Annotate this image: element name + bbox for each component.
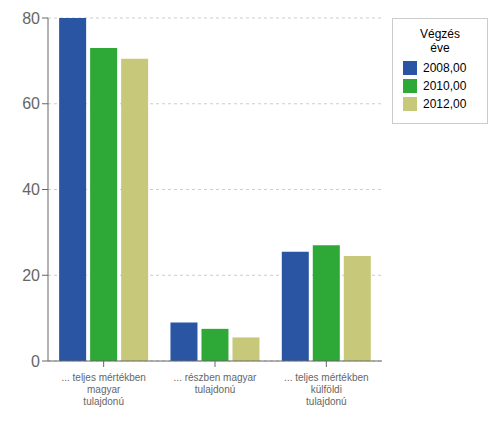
svg-text:40: 40: [22, 181, 40, 198]
svg-text:20: 20: [22, 267, 40, 284]
html-text:2008,00: 2008,00: [423, 61, 467, 75]
svg-text:0: 0: [31, 353, 40, 370]
html-text:2012,00: 2012,00: [423, 97, 467, 111]
svg-text:80: 80: [22, 10, 40, 27]
svg-text:60: 60: [22, 95, 40, 112]
svg-text:... részben magyartulajdonú: ... részben magyartulajdonú: [174, 372, 257, 395]
html-text:Végzés éve: Végzés éve: [420, 27, 460, 55]
html-text:2010,00: 2010,00: [423, 79, 467, 93]
svg-text:... teljes mértékbenmagyartula: ... teljes mértékbenmagyartulajdonú: [61, 372, 145, 407]
svg-text:... teljes mértékbenkülfölditu: ... teljes mértékbenkülfölditulajdonú: [284, 372, 368, 407]
